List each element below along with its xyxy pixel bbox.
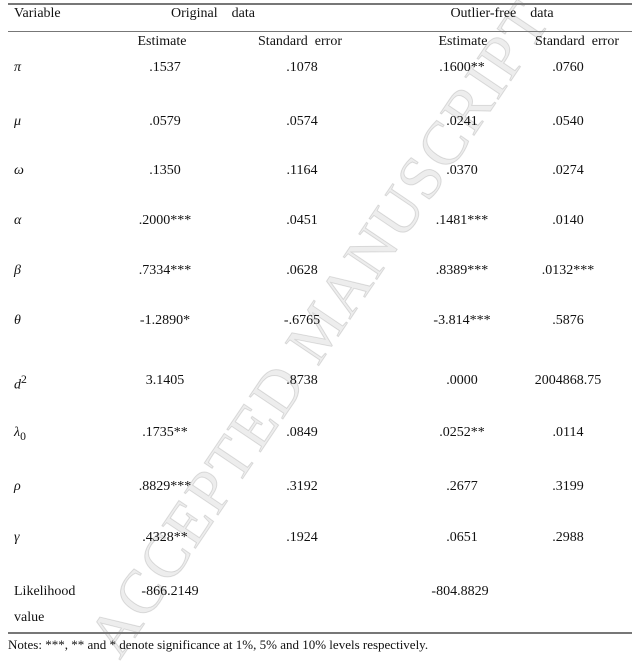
variable-symbol: γ: [14, 530, 20, 546]
variable-name: β: [14, 263, 21, 278]
variable-symbol: ρ: [14, 479, 21, 495]
variable-symbol: θ: [14, 313, 21, 329]
cell-orig-est: .7334***: [138, 263, 192, 278]
header-original-data: Original data: [171, 6, 255, 21]
cell-of-est: .1600**: [439, 60, 485, 75]
header-variable: Variable: [14, 6, 61, 21]
cell-orig-est: .1537: [149, 60, 181, 75]
cell-orig-se: .0628: [286, 263, 318, 278]
variable-subscript: 0: [20, 429, 26, 443]
cell-of-se: .0114: [552, 425, 584, 440]
cell-orig-se: .0451: [286, 213, 318, 228]
top-rule: [8, 3, 632, 5]
table-notes: Notes: ***, ** and * denote significance…: [8, 637, 429, 652]
variable-name: ρ: [14, 479, 21, 494]
cell-orig-se: .8738: [286, 373, 318, 388]
cell-orig-se: .1164: [286, 163, 318, 178]
variable-name: ω: [14, 163, 24, 178]
cell-of-se: .0140: [552, 213, 584, 228]
cell-of-se: .0540: [552, 114, 584, 129]
cell-orig-se: .0574: [286, 114, 318, 129]
bottom-rule: [8, 632, 632, 634]
subheader-estimate-original: Estimate: [137, 34, 187, 49]
header-rule: [8, 31, 632, 32]
cell-orig-se: .1924: [286, 530, 318, 545]
variable-symbol: ω: [14, 163, 24, 179]
cell-of-est: .0241: [446, 114, 478, 129]
likelihood-original: -866.2149: [141, 584, 199, 599]
cell-of-se: .0132***: [541, 263, 595, 278]
cell-orig-se: .1078: [286, 60, 318, 75]
cell-orig-est: .1350: [149, 163, 181, 178]
likelihood-label-line1: Likelihood: [14, 584, 76, 599]
variable-name: γ: [14, 530, 20, 545]
cell-of-se: .0274: [552, 163, 584, 178]
subheader-estimate-outlier-free: Estimate: [438, 34, 488, 49]
variable-symbol: λ0: [14, 425, 26, 443]
cell-orig-est: -1.2890*: [139, 313, 191, 328]
cell-of-est: .0370: [446, 163, 478, 178]
variable-name: π: [14, 60, 22, 75]
cell-orig-se: -.6765: [283, 313, 321, 328]
cell-of-se: .2988: [552, 530, 584, 545]
variable-superscript: 2: [21, 373, 27, 386]
variable-name: λ: [14, 425, 21, 440]
watermark: ACCEPTED MANUSCRIPT: [75, 0, 565, 668]
likelihood-outlier-free: -804.8829: [431, 584, 489, 599]
cell-of-est: .0252**: [439, 425, 485, 440]
cell-of-est: .8389***: [435, 263, 489, 278]
cell-of-est: .2677: [446, 479, 478, 494]
cell-of-se: .0760: [552, 60, 584, 75]
cell-of-se: 2004868.75: [534, 373, 602, 388]
cell-orig-est: .2000***: [138, 213, 192, 228]
cell-orig-est: .8829***: [138, 479, 192, 494]
variable-symbol: μ: [14, 114, 21, 130]
cell-of-se: .5876: [552, 313, 584, 328]
cell-of-est: -3.814***: [433, 313, 491, 328]
cell-of-est: .1481***: [435, 213, 489, 228]
variable-name: θ: [14, 313, 21, 328]
cell-orig-est: .4328**: [142, 530, 188, 545]
likelihood-label-line2: value: [14, 610, 45, 625]
cell-orig-est: .1735**: [142, 425, 188, 440]
subheader-se-original: Standard error: [258, 34, 342, 49]
cell-of-se: .3199: [552, 479, 584, 494]
subheader-se-outlier-free: Standard error: [535, 34, 619, 49]
header-outlier-free-data: Outlier-free data: [450, 6, 554, 21]
cell-orig-est: 3.1405: [145, 373, 185, 388]
cell-orig-se: .0849: [286, 425, 318, 440]
variable-name: μ: [14, 114, 22, 129]
cell-of-est: .0000: [446, 373, 478, 388]
variable-symbol: β: [14, 263, 21, 279]
cell-orig-est: .0579: [149, 114, 181, 129]
variable-name: α: [14, 213, 22, 228]
cell-orig-se: .3192: [286, 479, 318, 494]
variable-name: d: [14, 377, 21, 393]
variable-symbol: α: [14, 213, 21, 229]
variable-symbol: π: [14, 60, 21, 76]
variable-symbol: d2: [14, 373, 27, 394]
cell-of-est: .0651: [446, 530, 478, 545]
